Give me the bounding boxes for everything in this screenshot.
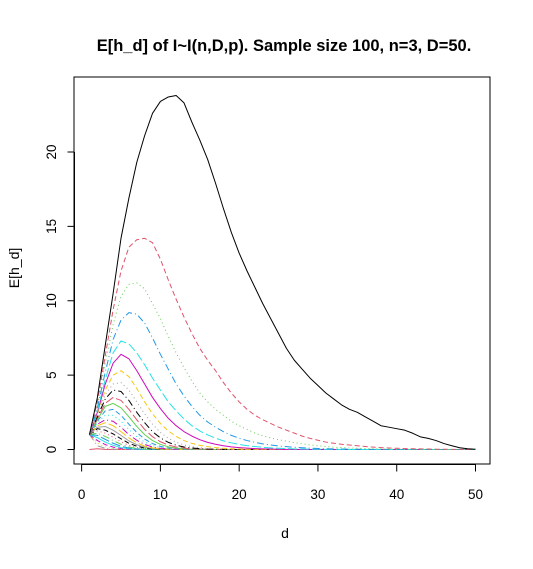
series-line-4 [89,312,476,450]
y-axis: 0 5 10 15 20 [44,144,75,453]
series-line-1 [89,94,476,450]
x-axis-label: d [281,525,289,541]
series-layer [89,94,476,450]
x-tick-label: 20 [232,487,247,502]
y-tick-label: 20 [44,144,59,159]
series-line-2 [89,237,476,450]
x-axis: 0 10 20 30 40 50 [78,464,483,502]
x-tick-label: 50 [468,487,483,502]
x-tick-label: 30 [310,487,325,502]
series-line-13 [89,414,476,450]
y-axis-label: E[h_d] [6,248,22,288]
series-line-18 [89,430,476,450]
y-tick-label: 5 [44,371,59,379]
y-tick-label: 15 [44,219,59,234]
x-tick-label: 40 [389,487,404,502]
chart-title: E[h_d] of I~I(n,D,p). Sample size 100, n… [97,37,472,55]
x-tick-label: 10 [153,487,168,502]
y-tick-label: 10 [44,293,59,308]
x-tick-label: 0 [78,487,86,502]
y-tick-label: 0 [44,446,59,454]
